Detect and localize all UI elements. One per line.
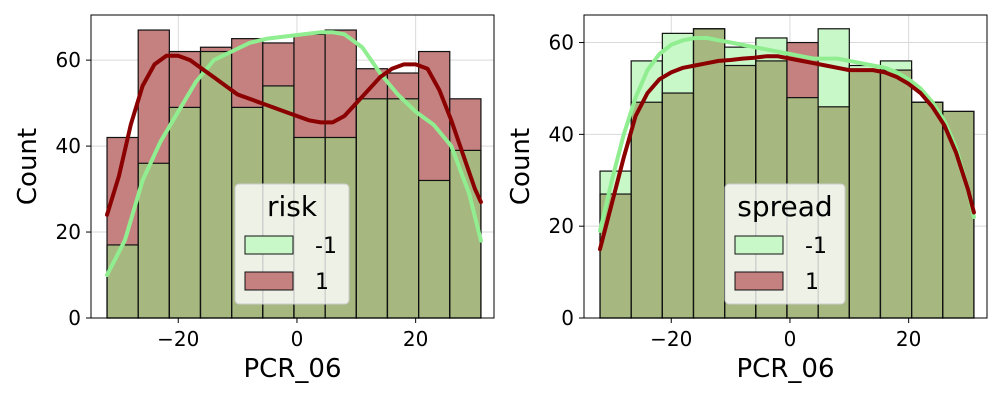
chart1-legend-swatch-pos1 bbox=[244, 271, 294, 291]
chart1-bar-overlap-11 bbox=[449, 150, 481, 318]
chart2-ylabel: Count bbox=[506, 128, 536, 205]
chart2-bar-overlap-11 bbox=[942, 111, 974, 318]
chart2-xtick-label-2: 20 bbox=[896, 327, 921, 351]
chart1-ylabel: Count bbox=[13, 128, 43, 205]
chart1-kde-neg1 bbox=[105, 30, 483, 277]
chart2-bar-overlap-1 bbox=[631, 102, 663, 319]
chart2-ytick-label-3: 60 bbox=[549, 31, 574, 55]
chart1-bar-overlap-0 bbox=[107, 244, 139, 318]
chart2-xlabel: PCR_06 bbox=[737, 354, 835, 384]
chart2-bar-overlap-9 bbox=[880, 70, 912, 318]
chart2-bar-overlap-8 bbox=[849, 70, 881, 318]
chart2-bar-overlap-2 bbox=[662, 93, 694, 318]
chart1-legend-label-neg1: -1 bbox=[315, 234, 337, 259]
chart1: −20 0 20 0 20 40 60 PCR_06 Count risk -1 1 bbox=[13, 14, 495, 384]
chart2-kde-neg1 bbox=[598, 36, 976, 233]
chart1-bar-top-11 bbox=[449, 98, 481, 151]
chart1-ytick-label-3: 60 bbox=[56, 48, 81, 72]
chart2-bar-top-6 bbox=[786, 42, 819, 98]
chart2-legend-label-pos1: 1 bbox=[805, 270, 819, 295]
chart1-xtick-label-0: −20 bbox=[157, 327, 199, 351]
chart2-xtick-label-1: 0 bbox=[784, 327, 797, 351]
chart1-bar-overlap-10 bbox=[418, 180, 450, 318]
chart1-bar-overlap-3 bbox=[200, 51, 232, 318]
chart2-frame bbox=[583, 14, 988, 319]
chart1-ytick-label-1: 20 bbox=[56, 220, 81, 244]
chart2-legend-label-neg1: -1 bbox=[805, 234, 827, 259]
chart2-legend-title: spread bbox=[737, 190, 832, 223]
chart2-ytick-label-1: 20 bbox=[549, 214, 574, 238]
chart1-ytick-label-0: 0 bbox=[68, 306, 81, 330]
chart2-ytick-label-2: 40 bbox=[549, 122, 574, 146]
chart2-legend: spread -1 1 bbox=[724, 183, 846, 305]
chart1-xtick-label-1: 0 bbox=[291, 327, 304, 351]
chart1-legend-swatch-neg1 bbox=[244, 235, 294, 255]
chart1-bar-top-5 bbox=[262, 42, 294, 86]
chart2-bar-top-9 bbox=[880, 60, 912, 71]
chart2-legend-swatch-neg1 bbox=[734, 235, 784, 255]
chart1-xtick-label-2: 20 bbox=[403, 327, 428, 351]
chart1-bar-overlap-1 bbox=[138, 163, 170, 318]
chart1-kde-pos1 bbox=[105, 53, 483, 217]
chart1-legend-label-pos1: 1 bbox=[315, 270, 329, 295]
chart2: −20 0 20 0 20 40 60 PCR_06 Count spread -1 1 bbox=[506, 14, 988, 384]
chart1-ytick-label-2: 40 bbox=[56, 134, 81, 158]
chart1-bar-overlap-9 bbox=[387, 98, 419, 319]
chart1-bar-top-3 bbox=[200, 47, 232, 52]
chart1-legend-title: risk bbox=[267, 190, 318, 223]
chart1-xlabel: PCR_06 bbox=[244, 354, 342, 384]
chart2-bar-overlap-10 bbox=[911, 102, 943, 319]
chart1-bar-overlap-2 bbox=[169, 107, 201, 318]
chart2-bar-top-8 bbox=[849, 65, 881, 71]
chart1-legend: risk -1 1 bbox=[234, 183, 350, 305]
chart2-bar-overlap-3 bbox=[693, 28, 725, 318]
chart2-legend-swatch-pos1 bbox=[734, 271, 784, 291]
chart2-ytick-label-0: 0 bbox=[561, 306, 574, 330]
chart1-bar-overlap-8 bbox=[356, 98, 388, 319]
chart2-xtick-label-0: −20 bbox=[650, 327, 692, 351]
chart1-bar-top-1 bbox=[138, 30, 170, 164]
chart1-frame bbox=[90, 14, 495, 319]
chart2-kde-pos1 bbox=[598, 54, 976, 252]
